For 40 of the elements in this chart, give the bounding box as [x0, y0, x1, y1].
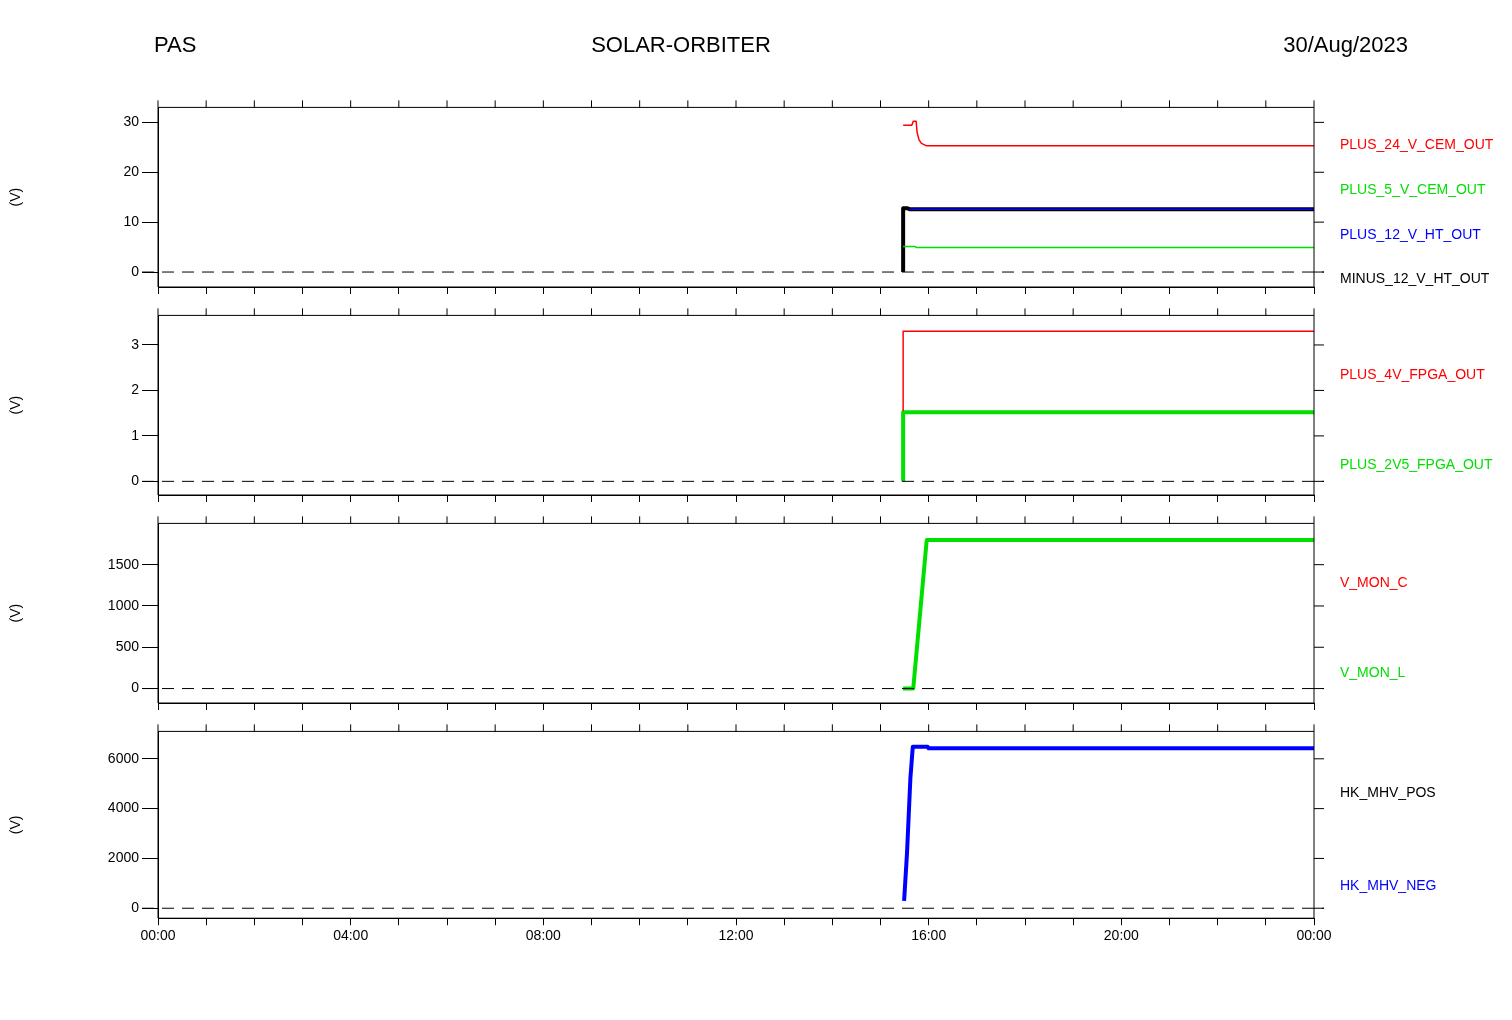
- text: PAS: [154, 32, 197, 58]
- y-tick-label: 30: [123, 113, 140, 130]
- legend-label: MINUS_12_V_HT_OUT: [1340, 270, 1490, 287]
- legend-label: HK_MHV_POS: [1340, 783, 1436, 800]
- y-tick-label: 1000: [107, 596, 140, 613]
- text: PLUS_2V5_FPGA_OUT: [1340, 455, 1493, 472]
- x-tick-label: 00:00: [1296, 927, 1332, 944]
- y-tick-label: 10: [123, 213, 140, 229]
- x-tick-label: 08:00: [525, 927, 562, 944]
- y-tick-label: 4000: [107, 799, 140, 816]
- y-tick-label: 0: [131, 899, 140, 916]
- text: PLUS_5_V_CEM_OUT: [1340, 180, 1486, 197]
- x-tick-label: 00:00: [140, 927, 176, 944]
- y-axis-title: (V): [7, 187, 24, 207]
- text: PLUS_12_V_HT_OUT: [1340, 225, 1482, 242]
- chart-title: SOLAR-ORBITER: [591, 32, 771, 57]
- y-tick-label: 500: [115, 638, 140, 655]
- y-tick-label: 6000: [107, 749, 140, 766]
- y-axis-title: (V): [7, 603, 24, 623]
- y-tick-label: 1: [131, 426, 140, 443]
- y-axis-title: (V): [7, 395, 24, 415]
- legend-label: V_MON_C: [1340, 574, 1408, 591]
- y-tick-label: 20: [123, 163, 140, 180]
- y-tick-label: 0: [131, 679, 140, 696]
- x-tick-label: 16:00: [911, 927, 947, 944]
- text: HK_MHV_NEG: [1340, 877, 1437, 894]
- y-tick-label: 3: [131, 335, 140, 352]
- x-tick-label: 04:00: [333, 927, 369, 944]
- x-tick-label: 20:00: [1103, 927, 1140, 944]
- text: PLUS_4V_FPGA_OUT: [1340, 366, 1486, 383]
- series-label: PLUS_24_V_CEM_OUT: [1340, 135, 1494, 152]
- y-tick-label: 1500: [107, 555, 140, 572]
- y-tick-label: 0: [131, 262, 140, 279]
- y-tick-label: 0: [131, 472, 140, 489]
- y-tick-label: 2: [131, 381, 140, 398]
- text: 30/Aug/2023: [1283, 32, 1408, 58]
- x-tick-label: 12:00: [718, 927, 754, 944]
- y-tick-label: 2000: [107, 849, 140, 866]
- y-axis-title: (V): [7, 815, 24, 835]
- text: V_MON_L: [1340, 663, 1406, 680]
